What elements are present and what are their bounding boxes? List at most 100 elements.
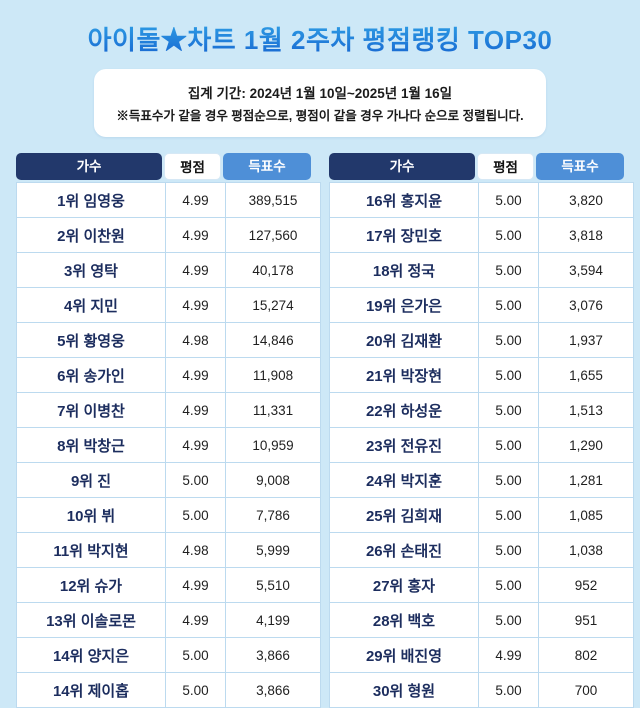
table-row: 2위 이찬원 4.99 127,560 [16,217,321,253]
artist-rank-cell: 29위 배진영 [329,637,479,673]
artist-rank-cell: 28위 백호 [329,602,479,638]
rating-cell: 5.00 [478,462,539,498]
votes-cell: 952 [538,567,634,603]
votes-cell: 40,178 [225,252,321,288]
artist-rank-cell: 10위 뷔 [16,497,166,533]
rank-table-left-wrap: 가수 평점 득표수 1위 임영웅 4.99 389,515 2위 이찬원 4.99 127,5… [16,153,321,708]
votes-cell: 10,959 [225,427,321,463]
rating-cell: 4.99 [478,637,539,673]
rating-cell: 5.00 [478,497,539,533]
votes-cell: 700 [538,672,634,708]
rating-cell: 5.00 [165,637,226,673]
table-row: 10위 뷔 5.00 7,786 [16,497,321,533]
rating-cell: 5.00 [478,672,539,708]
table-row: 14위 양지은 5.00 3,866 [16,637,321,673]
column-header-votes: 득표수 [536,153,624,180]
artist-rank-cell: 1위 임영웅 [16,182,166,218]
rating-cell: 5.00 [478,357,539,393]
artist-rank-cell: 19위 은가은 [329,287,479,323]
rank-table-right-wrap: 가수 평점 득표수 16위 홍지윤 5.00 3,820 17위 장민호 5.00 3,818… [329,153,634,708]
votes-cell: 802 [538,637,634,673]
table-row: 19위 은가은 5.00 3,076 [329,287,634,323]
votes-cell: 1,085 [538,497,634,533]
artist-rank-cell: 17위 장민호 [329,217,479,253]
table-row: 11위 박지현 4.98 5,999 [16,532,321,568]
rating-cell: 4.99 [165,567,226,603]
artist-rank-cell: 11위 박지현 [16,532,166,568]
rating-cell: 5.00 [165,462,226,498]
votes-cell: 7,786 [225,497,321,533]
rating-cell: 5.00 [165,672,226,708]
sorting-note-text: ※득표수가 같을 경우 평점순으로, 평점이 같을 경우 가나다 순으로 정렬됩… [116,109,524,123]
table-row: 21위 박장현 5.00 1,655 [329,357,634,393]
rating-cell: 5.00 [478,252,539,288]
table-row: 8위 박창근 4.99 10,959 [16,427,321,463]
rating-cell: 5.00 [478,182,539,218]
table-row: 5위 황영웅 4.98 14,846 [16,322,321,358]
table-row: 13위 이솔로몬 4.99 4,199 [16,602,321,638]
artist-rank-cell: 16위 홍지윤 [329,182,479,218]
artist-rank-cell: 13위 이솔로몬 [16,602,166,638]
rank-table-left: 1위 임영웅 4.99 389,515 2위 이찬원 4.99 127,560 3위 영탁 4… [16,182,321,708]
artist-rank-cell: 30위 형원 [329,672,479,708]
column-header-singer: 가수 [16,153,162,180]
artist-rank-cell: 14위 양지은 [16,637,166,673]
votes-cell: 1,937 [538,322,634,358]
table-row: 17위 장민호 5.00 3,818 [329,217,634,253]
votes-cell: 127,560 [225,217,321,253]
table-row: 24위 박지훈 5.00 1,281 [329,462,634,498]
votes-cell: 389,515 [225,182,321,218]
rating-cell: 5.00 [478,392,539,428]
rating-cell: 5.00 [478,322,539,358]
rating-cell: 4.98 [165,532,226,568]
rating-cell: 4.99 [165,182,226,218]
table-row: 3위 영탁 4.99 40,178 [16,252,321,288]
votes-cell: 3,594 [538,252,634,288]
votes-cell: 3,866 [225,637,321,673]
rating-cell: 4.99 [165,217,226,253]
artist-rank-cell: 7위 이병찬 [16,392,166,428]
table-row: 25위 김희재 5.00 1,085 [329,497,634,533]
votes-cell: 3,818 [538,217,634,253]
page-title: 아이돌★차트 1월 2주차 평점랭킹 TOP30 [0,0,640,57]
rating-cell: 5.00 [478,287,539,323]
artist-rank-cell: 25위 김희재 [329,497,479,533]
artist-rank-cell: 22위 하성운 [329,392,479,428]
votes-cell: 1,281 [538,462,634,498]
artist-rank-cell: 3위 영탁 [16,252,166,288]
artist-rank-cell: 23위 전유진 [329,427,479,463]
artist-rank-cell: 8위 박창근 [16,427,166,463]
votes-cell: 3,076 [538,287,634,323]
table-row: 9위 진 5.00 9,008 [16,462,321,498]
table-row: 6위 송가인 4.99 11,908 [16,357,321,393]
rating-cell: 4.99 [165,252,226,288]
table-row: 4위 지민 4.99 15,274 [16,287,321,323]
rating-cell: 4.99 [165,287,226,323]
votes-cell: 951 [538,602,634,638]
artist-rank-cell: 9위 진 [16,462,166,498]
artist-rank-cell: 2위 이찬원 [16,217,166,253]
table-row: 14위 제이홉 5.00 3,866 [16,672,321,708]
rating-cell: 5.00 [478,532,539,568]
rank-table-left-header: 가수 평점 득표수 [16,153,311,180]
table-row: 18위 정국 5.00 3,594 [329,252,634,288]
artist-rank-cell: 4위 지민 [16,287,166,323]
table-row: 27위 홍자 5.00 952 [329,567,634,603]
rating-cell: 5.00 [478,602,539,638]
table-row: 26위 손태진 5.00 1,038 [329,532,634,568]
rating-cell: 5.00 [478,427,539,463]
aggregation-period-text: 집계 기간: 2024년 1월 10일~2025년 1월 16일 [187,86,453,101]
subtitle-box: 집계 기간: 2024년 1월 10일~2025년 1월 16일 ※득표수가 같… [94,69,546,137]
votes-cell: 3,820 [538,182,634,218]
rating-cell: 4.99 [165,357,226,393]
votes-cell: 11,331 [225,392,321,428]
rank-table-right: 16위 홍지윤 5.00 3,820 17위 장민호 5.00 3,818 18위 정국 5.… [329,182,634,708]
rating-cell: 4.98 [165,322,226,358]
artist-rank-cell: 24위 박지훈 [329,462,479,498]
artist-rank-cell: 20위 김재환 [329,322,479,358]
artist-rank-cell: 12위 슈가 [16,567,166,603]
table-row: 7위 이병찬 4.99 11,331 [16,392,321,428]
table-row: 1위 임영웅 4.99 389,515 [16,182,321,218]
votes-cell: 9,008 [225,462,321,498]
